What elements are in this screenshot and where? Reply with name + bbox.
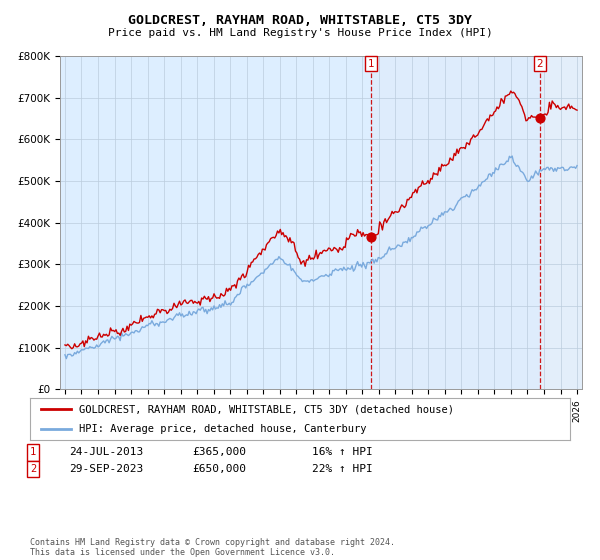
Text: 1: 1: [368, 59, 374, 69]
Text: 29-SEP-2023: 29-SEP-2023: [69, 464, 143, 474]
Text: Contains HM Land Registry data © Crown copyright and database right 2024.
This d: Contains HM Land Registry data © Crown c…: [30, 538, 395, 557]
Text: 22% ↑ HPI: 22% ↑ HPI: [312, 464, 373, 474]
Text: £650,000: £650,000: [192, 464, 246, 474]
Text: GOLDCREST, RAYHAM ROAD, WHITSTABLE, CT5 3DY: GOLDCREST, RAYHAM ROAD, WHITSTABLE, CT5 …: [128, 14, 472, 27]
Bar: [371, 56, 540, 389]
Point: [535, 114, 545, 123]
Text: £365,000: £365,000: [192, 447, 246, 458]
Text: GOLDCREST, RAYHAM ROAD, WHITSTABLE, CT5 3DY (detached house): GOLDCREST, RAYHAM ROAD, WHITSTABLE, CT5 …: [79, 404, 454, 414]
Text: 2: 2: [30, 464, 36, 474]
Text: 2: 2: [536, 59, 543, 69]
Text: 16% ↑ HPI: 16% ↑ HPI: [312, 447, 373, 458]
Text: Price paid vs. HM Land Registry's House Price Index (HPI): Price paid vs. HM Land Registry's House …: [107, 28, 493, 38]
Bar: [540, 56, 586, 389]
Text: 24-JUL-2013: 24-JUL-2013: [69, 447, 143, 458]
Text: HPI: Average price, detached house, Canterbury: HPI: Average price, detached house, Cant…: [79, 424, 366, 434]
Text: 1: 1: [30, 447, 36, 458]
Bar: [540, 56, 586, 389]
Point: [367, 233, 376, 242]
